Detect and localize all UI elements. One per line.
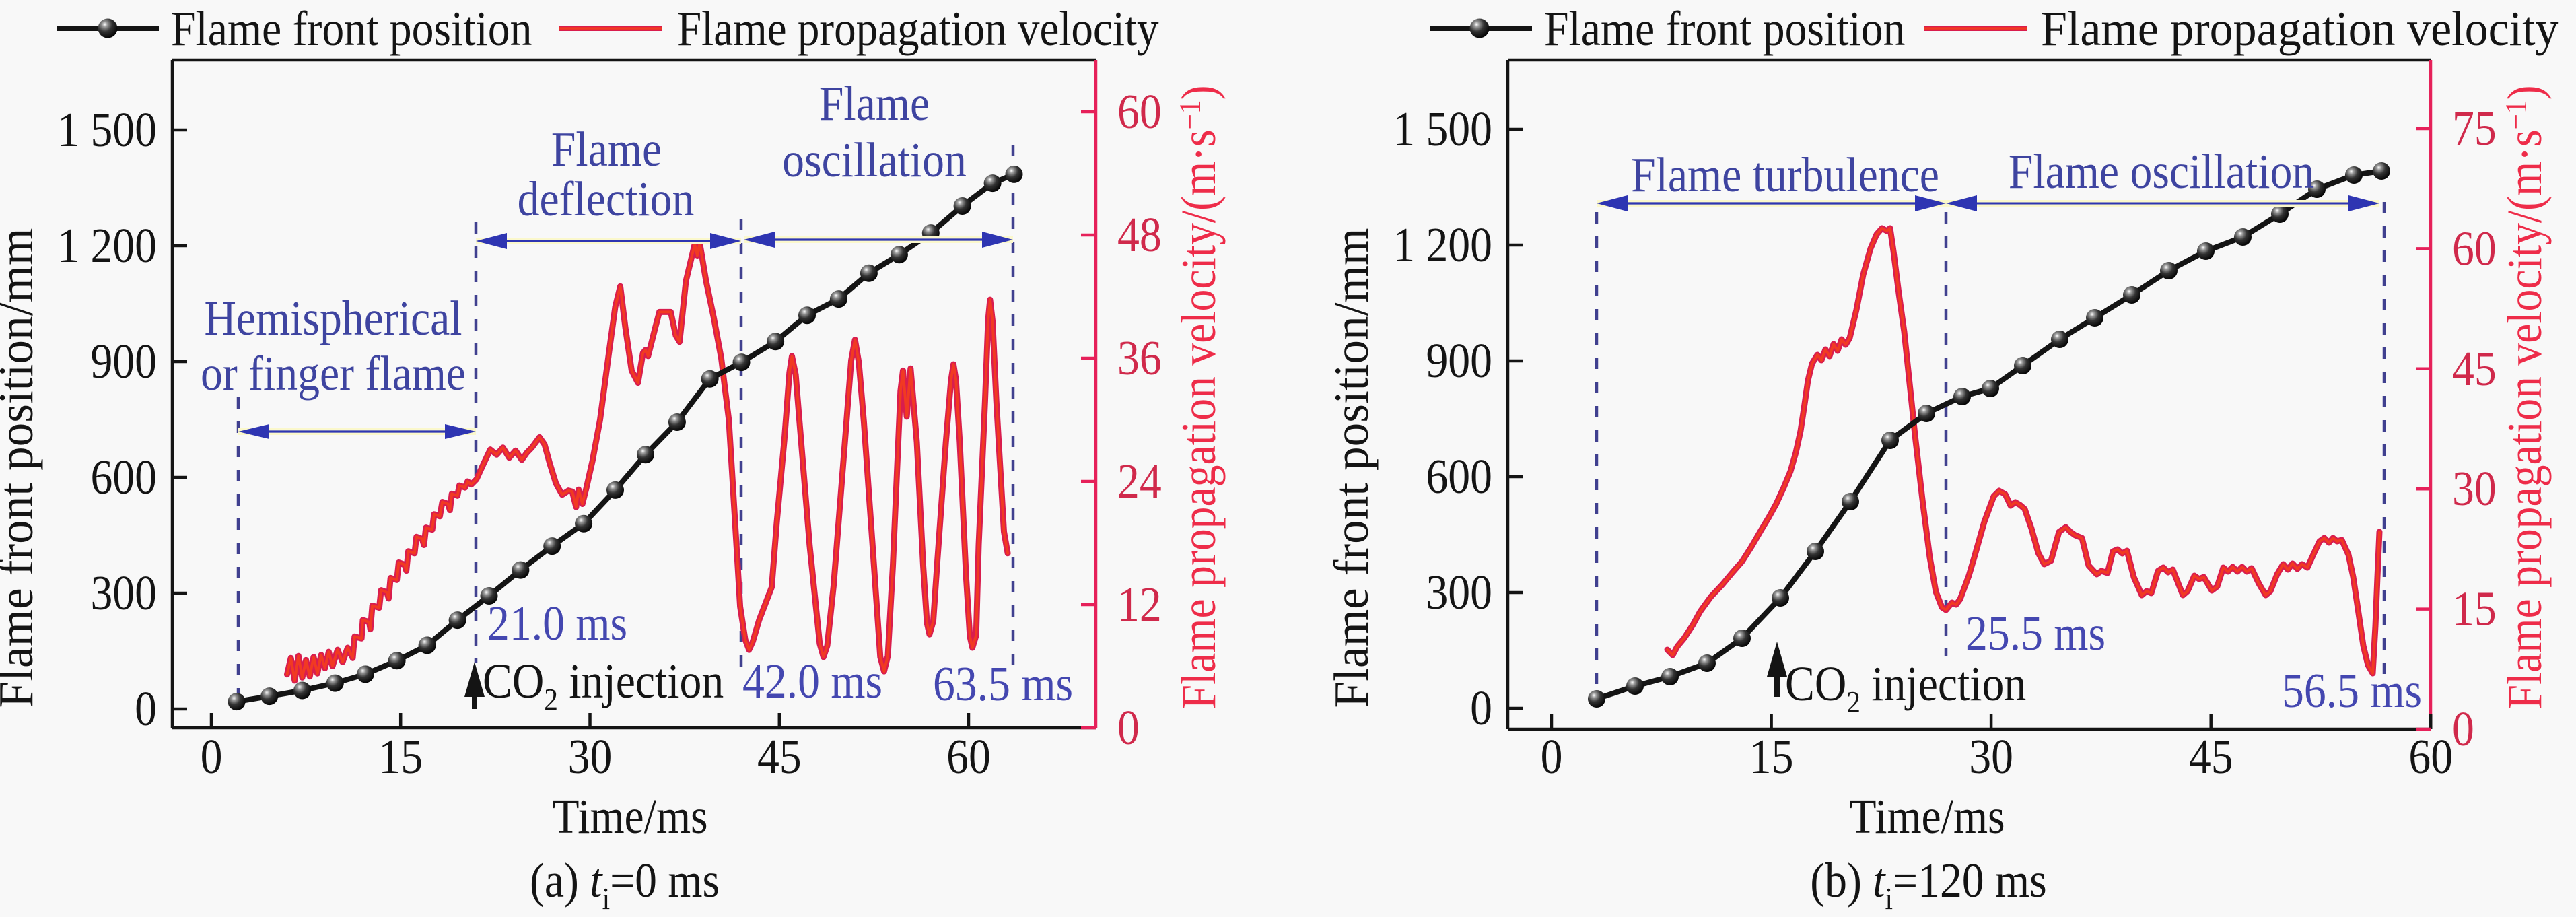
svg-text:30: 30 <box>2452 462 2497 516</box>
svg-text:Hemispherical: Hemispherical <box>204 292 462 346</box>
svg-text:Flame front position: Flame front position <box>171 2 532 57</box>
svg-text:0: 0 <box>1470 681 1492 736</box>
svg-text:600: 600 <box>90 450 157 505</box>
svg-text:30: 30 <box>568 730 613 784</box>
svg-text:Flame propagation velocity/(m·: Flame propagation velocity/(m·s−1) <box>1172 85 1226 709</box>
svg-text:or finger flame: or finger flame <box>201 347 466 401</box>
svg-text:Time/ms: Time/ms <box>1849 790 2005 844</box>
svg-text:Flame turbulence: Flame turbulence <box>1631 148 1939 203</box>
svg-text:63.5 ms: 63.5 ms <box>933 657 1073 712</box>
svg-text:75: 75 <box>2452 102 2497 156</box>
svg-text:Time/ms: Time/ms <box>552 790 707 844</box>
svg-text:1 500: 1 500 <box>1393 102 1492 157</box>
svg-text:Flame front position: Flame front position <box>1544 2 1905 57</box>
svg-text:25.5 ms: 25.5 ms <box>1965 607 2105 661</box>
svg-text:30: 30 <box>1969 730 2013 784</box>
svg-text:(a) ti​=0 ms: (a) ti​=0 ms <box>530 854 720 916</box>
svg-text:300: 300 <box>90 566 157 621</box>
svg-text:600: 600 <box>1426 450 1492 504</box>
svg-text:0: 0 <box>135 682 157 737</box>
svg-text:45: 45 <box>2189 730 2233 784</box>
svg-text:56.5 ms: 56.5 ms <box>2282 664 2422 718</box>
svg-text:1 500: 1 500 <box>57 103 157 158</box>
svg-text:900: 900 <box>90 335 157 389</box>
svg-text:Flame propagation velocity/(m·: Flame propagation velocity/(m·s−1) <box>2498 85 2552 709</box>
svg-text:12: 12 <box>1117 578 1162 632</box>
svg-text:42.0 ms: 42.0 ms <box>742 654 882 709</box>
svg-text:1 200: 1 200 <box>1393 218 1492 273</box>
svg-text:Flame propagation velocity: Flame propagation velocity <box>677 2 1159 57</box>
svg-text:36: 36 <box>1117 331 1162 386</box>
svg-text:15: 15 <box>378 730 423 784</box>
svg-text:45: 45 <box>757 730 802 784</box>
svg-text:Flame front position/mm: Flame front position/mm <box>0 228 44 708</box>
svg-text:CO2​ injection: CO2​ injection <box>1785 657 2026 720</box>
svg-text:1 200: 1 200 <box>57 219 157 273</box>
svg-text:45: 45 <box>2452 342 2497 397</box>
svg-text:60: 60 <box>1117 85 1162 139</box>
svg-text:60: 60 <box>2452 222 2497 276</box>
svg-text:Flame front position/mm: Flame front position/mm <box>1325 228 1379 708</box>
svg-text:Flame: Flame <box>819 77 930 131</box>
svg-text:Flame: Flame <box>551 123 662 177</box>
svg-text:oscillation: oscillation <box>782 133 967 188</box>
svg-text:0: 0 <box>2452 702 2474 757</box>
svg-text:60: 60 <box>946 730 991 784</box>
svg-text:0: 0 <box>1117 701 1140 755</box>
svg-text:deflection: deflection <box>518 172 695 227</box>
svg-text:900: 900 <box>1426 334 1492 388</box>
svg-text:Flame oscillation: Flame oscillation <box>2009 145 2314 199</box>
svg-text:60: 60 <box>2408 730 2453 784</box>
svg-text:Flame propagation velocity: Flame propagation velocity <box>2041 2 2559 57</box>
svg-text:CO2​ injection: CO2​ injection <box>483 654 724 717</box>
svg-text:24: 24 <box>1117 454 1162 509</box>
svg-text:(b) ti​=120 ms: (b) ti​=120 ms <box>1810 854 2046 916</box>
svg-text:300: 300 <box>1426 566 1492 620</box>
svg-text:48: 48 <box>1117 208 1162 263</box>
svg-text:15: 15 <box>1749 730 1794 784</box>
svg-text:21.0 ms: 21.0 ms <box>487 597 627 651</box>
svg-text:15: 15 <box>2452 582 2497 636</box>
svg-text:0: 0 <box>1541 730 1563 784</box>
svg-text:0: 0 <box>201 730 223 784</box>
